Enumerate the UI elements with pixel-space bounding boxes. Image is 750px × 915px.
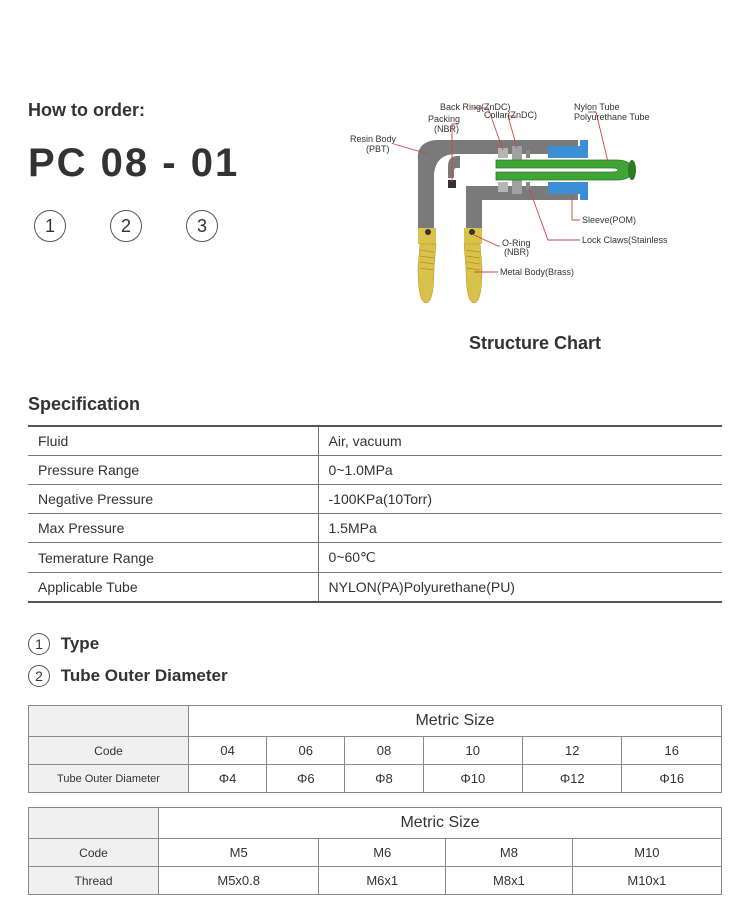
tod-code: 04 [189, 737, 267, 765]
specification-title: Specification [28, 394, 722, 415]
spec-label: Max Pressure [28, 514, 318, 543]
thread-val: M5x0.8 [159, 867, 319, 895]
lbl-collar: Collar(ZnDC) [484, 110, 537, 120]
product-code: PC 08 - 01 [28, 141, 328, 186]
spec-value: -100KPa(10Torr) [318, 485, 722, 514]
section-tube-od: 2 Tube Outer Diameter [28, 665, 722, 687]
spec-label: Temerature Range [28, 543, 318, 573]
spec-value: 1.5MPa [318, 514, 722, 543]
tod-diam: Φ16 [622, 765, 722, 793]
tod-diam: Φ4 [189, 765, 267, 793]
lbl-resin-body: Resin Body [350, 134, 397, 144]
tod-diam-label: Tube Outer Diameter [29, 765, 189, 793]
lbl-packing-sub: (NBR) [434, 124, 459, 134]
lbl-packing: Packing [428, 114, 460, 124]
table-row: Pressure Range0~1.0MPa [28, 456, 722, 485]
lbl-nylon-tube: Nylon Tube [574, 102, 620, 112]
tod-group-header: Metric Size [189, 706, 722, 737]
circle-3: 3 [186, 210, 218, 242]
circle-inline-1: 1 [28, 633, 50, 655]
spec-label: Applicable Tube [28, 573, 318, 603]
lbl-poly-tube: Polyurethane Tube [574, 112, 650, 122]
tod-diam: Φ12 [523, 765, 622, 793]
thread-code-label: Code [29, 839, 159, 867]
spec-label: Fluid [28, 426, 318, 456]
thread-code: M5 [159, 839, 319, 867]
table-row: Max Pressure1.5MPa [28, 514, 722, 543]
structure-chart-title: Structure Chart [348, 333, 722, 354]
lbl-lock-claws: Lock Claws(Stainless) [582, 235, 668, 245]
lbl-sleeve: Sleeve(POM) [582, 215, 636, 225]
thread-group-header: Metric Size [159, 808, 722, 839]
spec-label: Negative Pressure [28, 485, 318, 514]
how-to-order-label: How to order: [28, 100, 328, 121]
section-tod-title: Tube Outer Diameter [61, 666, 228, 685]
thread-label: Thread [29, 867, 159, 895]
tod-diam: Φ8 [345, 765, 423, 793]
table-row: Negative Pressure-100KPa(10Torr) [28, 485, 722, 514]
thread-code: M8 [446, 839, 573, 867]
specification-table: FluidAir, vacuum Pressure Range0~1.0MPa … [28, 425, 722, 603]
thread-val: M8x1 [446, 867, 573, 895]
spec-label: Pressure Range [28, 456, 318, 485]
thread-code: M6 [319, 839, 446, 867]
spec-value: 0~60℃ [318, 543, 722, 573]
tod-code: 06 [267, 737, 345, 765]
spec-value: NYLON(PA)Polyurethane(PU) [318, 573, 722, 603]
section-type: 1 Type [28, 633, 722, 655]
tod-code: 16 [622, 737, 722, 765]
table-row: Applicable TubeNYLON(PA)Polyurethane(PU) [28, 573, 722, 603]
lbl-o-ring-sub: (NBR) [504, 247, 529, 257]
table-row: FluidAir, vacuum [28, 426, 722, 456]
tod-code: 12 [523, 737, 622, 765]
tod-code: 10 [423, 737, 522, 765]
structure-chart-diagram: Resin Body (PBT) Packing (NBR) Back Ring… [348, 100, 668, 320]
tube-od-table: Metric Size Code 04 06 08 10 12 16 Tube … [28, 705, 722, 793]
lbl-metal-body: Metal Body(Brass) [500, 267, 574, 277]
spec-value: 0~1.0MPa [318, 456, 722, 485]
thread-table: Metric Size Code M5 M6 M8 M10 Thread M5x… [28, 807, 722, 895]
spec-value: Air, vacuum [318, 426, 722, 456]
lbl-resin-body-sub: (PBT) [366, 144, 390, 154]
circle-2: 2 [110, 210, 142, 242]
circle-1: 1 [34, 210, 66, 242]
circle-inline-2: 2 [28, 665, 50, 687]
thread-val: M10x1 [572, 867, 721, 895]
tod-diam: Φ6 [267, 765, 345, 793]
tod-code-label: Code [29, 737, 189, 765]
tod-diam: Φ10 [423, 765, 522, 793]
thread-code: M10 [572, 839, 721, 867]
thread-val: M6x1 [319, 867, 446, 895]
table-row: Temerature Range0~60℃ [28, 543, 722, 573]
tod-code: 08 [345, 737, 423, 765]
section-type-title: Type [61, 634, 99, 653]
circle-row: 1 2 3 [28, 210, 328, 242]
